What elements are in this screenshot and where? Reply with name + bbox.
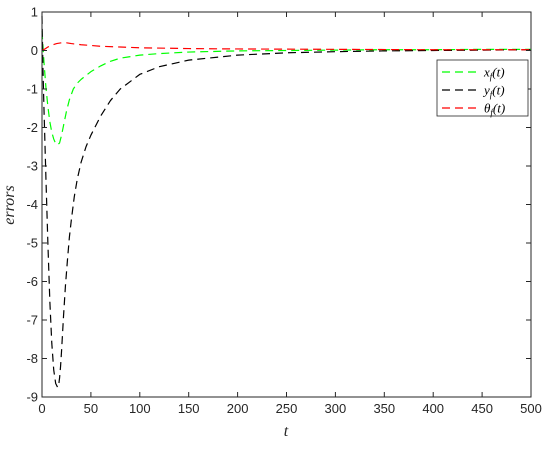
ticks-layer: 0 50 100 150 200 250 300 350 400 450 500 1 0 -1 -2 -3 -4… (26, 5, 541, 417)
x-tick-label-0: 0 (38, 401, 45, 416)
y-tick-label-5: -4 (26, 197, 38, 212)
y-tick-label-2: -1 (26, 82, 38, 97)
y-tick-label-3: -2 (26, 120, 38, 135)
y-tick-label-10: -9 (26, 390, 38, 405)
series-layer (41, 15, 532, 388)
y-tick-label-4: -3 (26, 159, 38, 174)
y-tick-label-9: -8 (26, 351, 38, 366)
x-tick-label-8: 400 (422, 401, 444, 416)
plot-frame (41, 11, 532, 398)
legend-label-0: xf(t) (483, 65, 505, 82)
legend-box (436, 59, 529, 117)
y-tick-label-8: -7 (26, 313, 38, 328)
series-line-1 (41, 15, 532, 388)
x-tick-label-4: 200 (227, 401, 249, 416)
x-tick-label-9: 450 (471, 401, 493, 416)
x-tick-label-5: 250 (276, 401, 298, 416)
y-tick-label-6: -5 (26, 236, 38, 251)
x-axis-label: t (284, 423, 289, 440)
x-tick-label-3: 150 (178, 401, 200, 416)
x-tick-label-7: 350 (373, 401, 395, 416)
x-tick-label-10: 500 (520, 401, 542, 416)
series-line-2 (41, 42, 531, 52)
series-line-0 (41, 31, 531, 146)
y-tick-label-0: 1 (31, 5, 38, 20)
y-axis-label: errors (1, 185, 18, 224)
legend-label-2: θf(t) (484, 101, 505, 118)
x-tick-label-2: 100 (129, 401, 151, 416)
x-tick-label-1: 50 (84, 401, 98, 416)
y-tick-label-1: 0 (31, 43, 38, 58)
x-tick-label-6: 300 (325, 401, 347, 416)
legend-label-1: yf(t) (482, 83, 505, 100)
legend: xf(t)yf(t)θf(t) (436, 59, 529, 118)
y-tick-label-7: -6 (26, 274, 38, 289)
